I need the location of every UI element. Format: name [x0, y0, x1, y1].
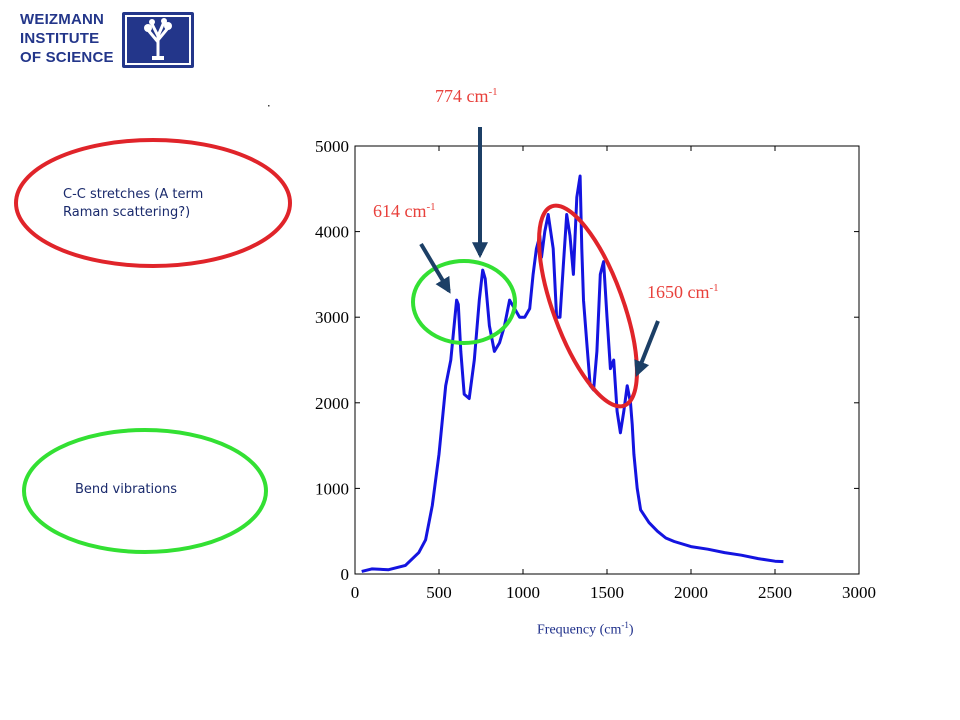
- logo-line: OF SCIENCE: [20, 49, 114, 66]
- peak-label-value: 614 cm: [373, 201, 427, 221]
- x-axis-label-end: ): [628, 622, 634, 638]
- bend-note: Bend vibrations: [75, 482, 178, 497]
- cc-stretch-legend-ellipse: [14, 138, 292, 268]
- x-tick-label: 3000: [842, 583, 876, 602]
- y-tick-label: 1000: [315, 479, 349, 498]
- spectrum-line: [361, 174, 784, 573]
- note-line: C-C stretches (A term: [63, 187, 204, 202]
- arrow-1650: [634, 320, 660, 377]
- note-line: Raman scattering?): [63, 205, 191, 220]
- x-axis-label-sup: -1: [621, 620, 629, 630]
- logo-line: WEIZMANN: [20, 11, 105, 28]
- peak-label-1650: 1650 cm-1: [647, 282, 719, 303]
- x-tick-label: 0: [351, 583, 360, 602]
- x-tick-label: 1000: [506, 583, 540, 602]
- x-axis-label: Frequency (cm-1): [537, 620, 634, 639]
- x-tick-label: 2500: [758, 583, 792, 602]
- y-tick-label: 5000: [315, 137, 349, 156]
- x-tick-label: 500: [426, 583, 452, 602]
- y-tick-label: 2000: [315, 394, 349, 413]
- tree-emblem-icon: [125, 15, 191, 65]
- peak-label-sup: -1: [488, 86, 498, 98]
- arrow-614: [419, 242, 451, 294]
- cc-stretch-region-ellipse: [537, 203, 639, 409]
- x-tick-label: 1500: [590, 583, 624, 602]
- series-layer: [361, 174, 784, 573]
- peak-label-sup: -1: [709, 282, 719, 294]
- peak-label-value: 1650 cm: [647, 282, 710, 302]
- peak-label-614: 614 cm-1: [373, 201, 436, 222]
- small-dot: [268, 105, 270, 107]
- peak-label-774: 774 cm-1: [435, 86, 498, 107]
- ticks: 0 500 1000 1500 2000 2500 3000 0 1000 2000 3000 400…: [315, 137, 876, 602]
- bend-legend-ellipse: [22, 428, 268, 554]
- x-axis-label-text: Frequency (cm: [537, 622, 622, 638]
- x-tick-label: 2000: [674, 583, 708, 602]
- bend-region-ellipse: [411, 259, 517, 345]
- peak-label-sup: -1: [426, 201, 436, 213]
- cc-stretch-note: C-C stretches (A term Raman scattering?): [63, 186, 203, 222]
- logo: WEIZMANN INSTITUTE OF SCIENCE: [20, 10, 200, 70]
- logo-line: INSTITUTE: [20, 30, 100, 47]
- y-tick-label: 4000: [315, 223, 349, 242]
- peak-label-value: 774 cm: [435, 86, 489, 106]
- logo-text: WEIZMANN INSTITUTE OF SCIENCE: [20, 10, 128, 67]
- y-tick-label: 3000: [315, 308, 349, 327]
- y-tick-label: 0: [341, 565, 350, 584]
- logo-emblem-icon: [122, 12, 194, 68]
